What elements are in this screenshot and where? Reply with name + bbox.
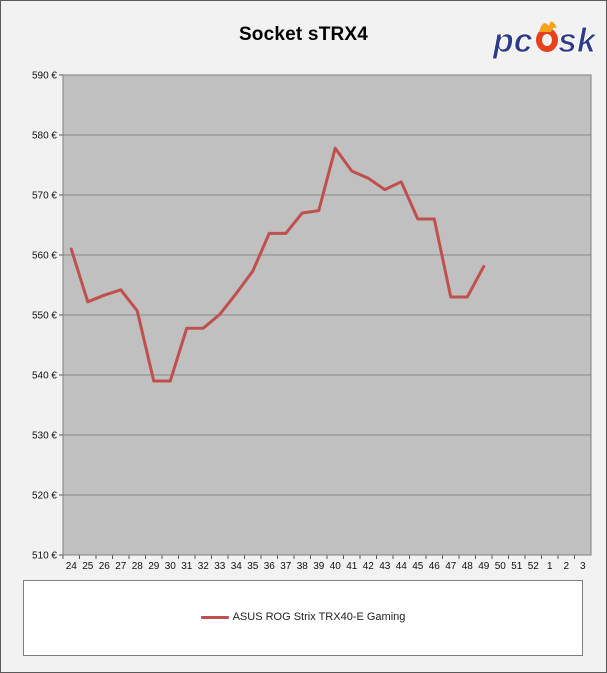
x-tick-label: 43 (379, 561, 391, 572)
y-tick-label: 560 € (32, 251, 57, 262)
pcsk-logo: pc sk (492, 21, 595, 61)
x-tick-label: 31 (181, 561, 193, 572)
logo-text-left: pc (492, 22, 533, 60)
x-tick-label: 36 (264, 561, 276, 572)
x-tick-label: 46 (429, 561, 441, 572)
x-tick-label: 30 (165, 561, 177, 572)
legend-swatch (200, 615, 229, 619)
x-tick-label: 50 (495, 561, 507, 572)
logo-text-right: sk (558, 22, 595, 60)
series-line (69, 146, 486, 383)
x-tick-label: 24 (66, 561, 78, 572)
y-tick-label: 540 € (32, 371, 57, 382)
x-tick-label: 26 (99, 561, 111, 572)
x-tick-label: 51 (511, 561, 523, 572)
x-tick-label: 44 (396, 561, 408, 572)
x-tick-label: 47 (445, 561, 457, 572)
x-tick-label: 32 (198, 561, 210, 572)
x-tick-label: 52 (528, 561, 540, 572)
x-tick-label: 3 (580, 561, 586, 572)
flame-o-icon (536, 21, 558, 52)
x-tick-label: 40 (330, 561, 342, 572)
x-tick-label: 27 (115, 561, 127, 572)
x-tick-label: 33 (214, 561, 226, 572)
chart-title: Socket sTRX4 (238, 24, 369, 45)
series-group (69, 146, 486, 383)
y-tick-label: 520 € (32, 491, 57, 502)
x-tick-label: 39 (313, 561, 325, 572)
y-tick-label: 590 € (32, 71, 57, 82)
x-tick-label: 38 (297, 561, 309, 572)
x-tick-label: 34 (231, 561, 243, 572)
y-tick-label: 530 € (32, 431, 57, 442)
x-tick-label: 35 (247, 561, 259, 572)
y-axis-ticks: 510 € 520 € 530 € 540 € 550 € 560 € 570 € 580 €… (32, 71, 63, 562)
x-tick-label: 48 (462, 561, 474, 572)
x-tick-label: 42 (363, 561, 375, 572)
x-tick-label: 28 (132, 561, 144, 572)
x-tick-label: 45 (412, 561, 424, 572)
x-tick-label: 1 (547, 561, 553, 572)
x-tick-label: 41 (346, 561, 358, 572)
legend: ASUS ROG Strix TRX40-E Gaming (23, 580, 583, 656)
y-tick-label: 510 € (32, 551, 57, 562)
x-tick-label: 49 (478, 561, 490, 572)
x-tick-label: 2 (563, 561, 569, 572)
y-tick-label: 570 € (32, 191, 57, 202)
y-tick-label: 580 € (32, 131, 57, 142)
line-chart: 510 € 520 € 530 € 540 € 550 € 560 € 570 € 580 €… (32, 71, 592, 572)
legend-label: ASUS ROG Strix TRX40-E Gaming (232, 611, 406, 623)
y-tick-label: 550 € (32, 311, 57, 322)
plot-border (62, 74, 592, 556)
x-tick-label: 29 (148, 561, 160, 572)
x-tick-label: 25 (82, 561, 94, 572)
x-tick-label: 37 (280, 561, 292, 572)
x-axis-ticks: 24 25 26 27 28 29 30 31 32 33 34 35 36 37 38 39 40 41 42 43… (62, 555, 586, 572)
legend-item: ASUS ROG Strix TRX40-E Gaming (24, 611, 582, 623)
